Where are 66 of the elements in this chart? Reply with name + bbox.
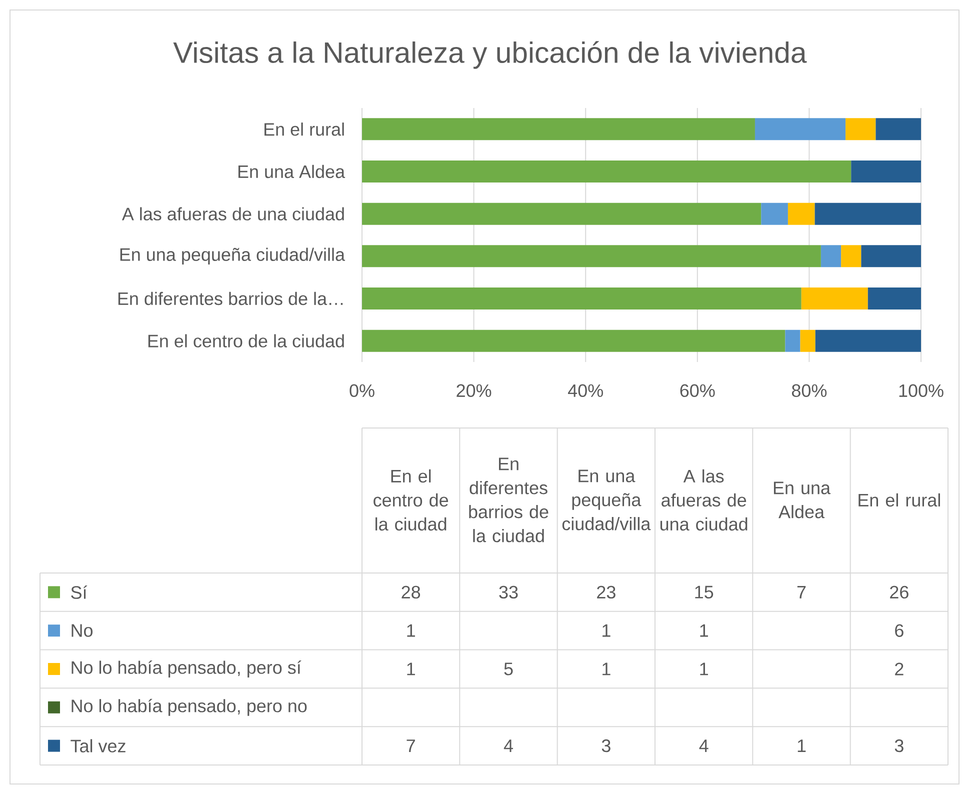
data-label: 1: [407, 624, 415, 637]
y-tick-label: En diferentes barrios de la…: [118, 292, 343, 306]
data-label: 1: [798, 740, 806, 752]
data-label: 6: [895, 624, 904, 637]
y-tick-label: En el rural: [264, 122, 344, 136]
bar: [841, 245, 862, 268]
category-label: En el rural: [858, 493, 940, 507]
data-label: 3: [602, 739, 610, 752]
bar: [761, 202, 788, 225]
legend-label: No lo había pensado, pero no: [72, 698, 307, 716]
x-tick-label: 100%: [899, 384, 944, 397]
bar: [815, 330, 922, 352]
data-label: 4: [504, 740, 513, 752]
legend-label: No lo había pensado, pero sí: [72, 660, 302, 678]
data-label: 1: [602, 662, 610, 676]
bar: [851, 160, 922, 182]
legend-label: No: [72, 624, 93, 637]
bar: [788, 202, 815, 225]
category-label: En una Aldea: [774, 482, 831, 518]
x-tick-label: 0%: [350, 384, 374, 397]
bar: [861, 245, 922, 268]
x-tick-label: 40%: [568, 384, 603, 397]
legend-label: Sí: [71, 585, 88, 599]
data-label: 23: [597, 586, 616, 599]
data-label: 2: [895, 662, 904, 676]
bar: [362, 160, 852, 182]
category-label: En una pequeña ciudad/villa: [562, 470, 651, 530]
bar: [820, 245, 842, 268]
bar: [814, 202, 922, 225]
x-tick-label: 60%: [680, 384, 715, 397]
bar: [362, 118, 755, 140]
data-label: 26: [890, 586, 908, 599]
category-label: En diferentes barrios de la ciudad: [469, 458, 548, 542]
x-tick-label: 80%: [792, 384, 827, 397]
y-tick-label: En una pequeña ciudad/villa: [120, 248, 346, 265]
data-label: 1: [407, 662, 415, 676]
bar: [362, 330, 786, 352]
chart-title: Visitas a la Naturaleza y ubicación de la vivienda: [173, 41, 807, 69]
data-label: 5: [504, 662, 513, 676]
legend-label: Tal vez: [70, 739, 126, 752]
bar: [846, 118, 876, 140]
bar: [754, 118, 846, 140]
bar: [801, 287, 868, 310]
y-tick-label: A las afueras de una ciudad: [122, 207, 344, 220]
data-label: 3: [894, 739, 904, 752]
data-label: 1: [700, 624, 708, 637]
bar: [800, 330, 816, 352]
x-tick-label: 20%: [456, 384, 492, 397]
y-tick-label: En una Aldea: [238, 164, 346, 178]
category-label: A las afueras de una ciudad: [660, 469, 748, 531]
bar: [362, 287, 802, 310]
y-tick-label: En el centro de la ciudad: [148, 334, 344, 348]
data-label: 33: [499, 586, 518, 599]
data-label: 28: [402, 586, 420, 599]
bar: [868, 287, 922, 310]
data-label: 7: [797, 586, 806, 598]
data-label: 15: [695, 586, 714, 598]
bar: [785, 330, 800, 352]
data-label: 1: [602, 624, 610, 637]
bar: [362, 245, 821, 268]
category-label: En el centro de la ciudad: [374, 469, 448, 531]
bar: [362, 202, 762, 225]
bar: [876, 118, 922, 140]
data-label: 4: [699, 740, 708, 752]
data-label: 7: [406, 740, 415, 752]
data-label: 1: [700, 662, 708, 676]
